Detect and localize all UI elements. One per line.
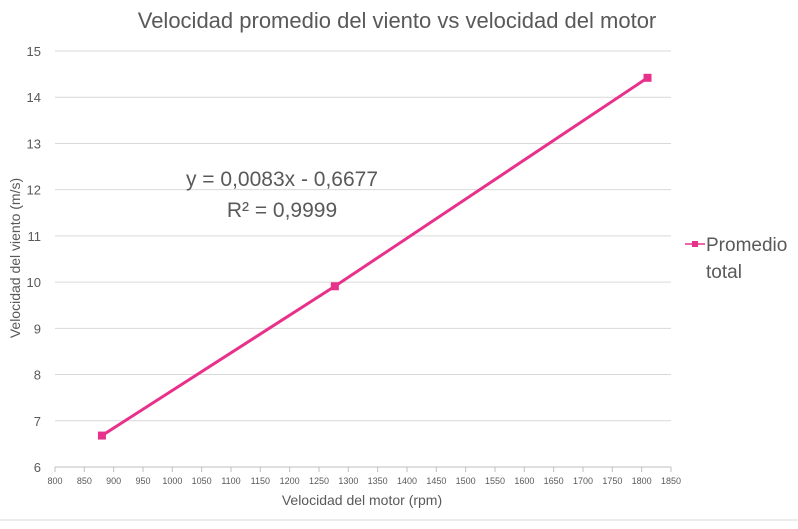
x-tick-label: 900 [106, 476, 121, 486]
x-tick-label: 1450 [426, 476, 446, 486]
x-tick-label: 1000 [162, 476, 182, 486]
x-tick-label: 1600 [514, 476, 534, 486]
x-tick-label: 1550 [485, 476, 505, 486]
x-tick-label: 1850 [661, 476, 681, 486]
x-tick-label: 1300 [338, 476, 358, 486]
x-tick-label: 1700 [573, 476, 593, 486]
x-tick-label: 1350 [368, 476, 388, 486]
y-tick-label: 11 [28, 229, 42, 244]
trendline-equation: y = 0,0083x - 0,6677 [186, 168, 378, 191]
y-tick-label: 9 [34, 321, 41, 336]
y-tick-label: 7 [34, 414, 41, 429]
x-tick-label: 1750 [602, 476, 622, 486]
x-tick-label: 1050 [192, 476, 212, 486]
y-tick-label: 14 [27, 90, 41, 105]
y-tick-label: 15 [27, 44, 41, 59]
legend-marker-swatch [692, 241, 698, 247]
data-point [330, 282, 339, 291]
series-line [100, 76, 650, 438]
y-axis-label: Velocidad del viento (m/s) [7, 178, 23, 338]
x-tick-label: 1200 [280, 476, 300, 486]
x-tick-label: 850 [77, 476, 92, 486]
y-tick-label: 13 [27, 136, 41, 151]
x-tick-label: 1800 [632, 476, 652, 486]
x-tick-label: 1100 [221, 476, 240, 486]
x-axis-ticks: 800 850 900 950 1000 1050 1100 1150 1200 1250 1300… [47, 467, 681, 486]
y-tick-label: 6 [34, 460, 41, 475]
series-layer [97, 73, 652, 440]
trendline-r-squared: R² = 0,9999 [227, 199, 337, 222]
x-tick-label: 1500 [456, 476, 476, 486]
x-tick-label: 1650 [544, 476, 564, 486]
y-axis-ticks: 6 7 8 9 10 11 12 13 14 15 [27, 44, 41, 475]
x-tick-label: 1250 [309, 476, 329, 486]
data-point [97, 431, 106, 440]
x-axis-label: Velocidad del motor (rpm) [282, 492, 442, 508]
y-tick-label: 10 [27, 275, 41, 290]
legend-label: Promedio total [706, 235, 793, 283]
chart-title: Velocidad promedio del viento vs velocid… [138, 8, 657, 33]
y-tick-label: 12 [27, 183, 41, 198]
legend: Promedio total [685, 235, 793, 283]
x-tick-label: 1400 [397, 476, 417, 486]
x-tick-label: 950 [135, 476, 150, 486]
gridlines [55, 50, 671, 422]
data-point [643, 73, 652, 82]
y-tick-label: 8 [34, 368, 41, 383]
x-tick-label: 1150 [251, 476, 270, 486]
x-tick-label: 800 [47, 476, 62, 486]
